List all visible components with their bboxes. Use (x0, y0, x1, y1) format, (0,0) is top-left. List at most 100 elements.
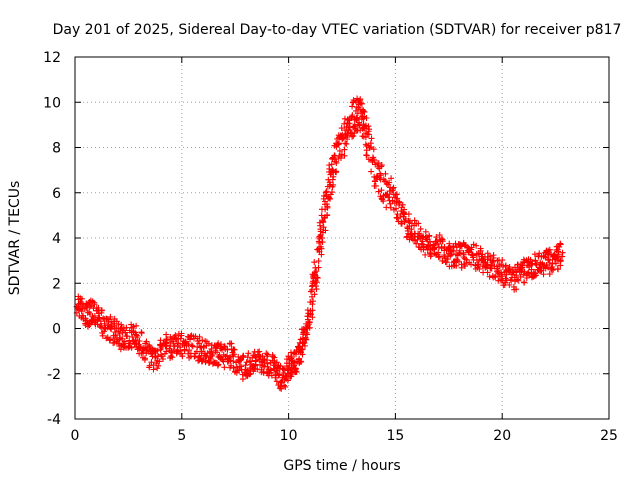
data-point (393, 214, 400, 221)
data-point (292, 366, 299, 373)
data-point (230, 352, 237, 359)
data-point (196, 340, 203, 347)
data-point (453, 262, 460, 269)
y-axis-label: SDTVAR / TECUs (7, 181, 23, 296)
data-point (221, 364, 228, 371)
data-point (338, 151, 345, 158)
data-point (490, 254, 497, 261)
data-point (303, 325, 310, 332)
data-point (404, 227, 411, 234)
data-point (108, 323, 115, 330)
data-point (378, 163, 385, 170)
data-point (514, 276, 521, 283)
data-point (82, 315, 89, 322)
data-point (154, 347, 161, 354)
data-point (107, 336, 114, 343)
data-point (196, 353, 203, 360)
y-tick-label: 2 (52, 276, 61, 292)
x-tick-label: 0 (71, 428, 80, 444)
data-point (254, 366, 261, 373)
data-point (422, 251, 429, 258)
data-point (133, 322, 140, 329)
data-point (242, 366, 249, 373)
x-tick-label: 25 (600, 428, 618, 444)
data-point (230, 358, 237, 365)
data-point (546, 259, 553, 266)
data-point (196, 333, 203, 340)
data-point (136, 337, 143, 344)
data-point (98, 322, 105, 329)
data-point (536, 250, 543, 257)
data-point (411, 217, 418, 224)
data-point (546, 246, 553, 253)
data-point (178, 350, 185, 357)
data-point (453, 244, 460, 251)
data-point (456, 250, 463, 257)
data-point (337, 155, 344, 162)
data-point (318, 251, 325, 258)
data-point (158, 353, 165, 360)
data-point (551, 251, 558, 258)
data-point (341, 152, 348, 159)
data-point (179, 353, 186, 360)
data-point (387, 204, 394, 211)
data-point (214, 349, 221, 356)
data-point (365, 156, 372, 163)
data-point (513, 286, 520, 293)
data-point (159, 355, 166, 362)
data-point (290, 362, 297, 369)
data-point (113, 324, 120, 331)
data-point (146, 364, 153, 371)
data-point (326, 194, 333, 201)
data-point (396, 199, 403, 206)
data-point (366, 126, 373, 133)
data-point (311, 269, 318, 276)
data-point (378, 187, 385, 194)
data-point (503, 271, 510, 278)
data-point (388, 175, 395, 182)
data-point (382, 170, 389, 177)
data-point (307, 310, 314, 317)
data-point (335, 141, 342, 148)
data-point (167, 353, 174, 360)
data-point (329, 176, 336, 183)
data-point (357, 100, 364, 107)
data-point (278, 385, 285, 392)
y-tick-label: 8 (52, 141, 61, 157)
data-point (554, 265, 561, 272)
data-point (444, 256, 451, 263)
data-point (320, 219, 327, 226)
data-point (181, 347, 188, 354)
data-point (128, 344, 135, 351)
data-point (405, 211, 412, 218)
data-point (239, 354, 246, 361)
data-point (370, 156, 377, 163)
data-point (157, 346, 164, 353)
data-point (150, 366, 157, 373)
data-point (246, 371, 253, 378)
data-point (332, 158, 339, 165)
y-tick-label: 6 (52, 186, 61, 202)
data-point (327, 195, 334, 202)
data-point (122, 329, 129, 336)
data-point (268, 372, 275, 379)
data-point (118, 321, 125, 328)
data-point (188, 342, 195, 349)
data-point (228, 340, 235, 347)
data-point (520, 271, 527, 278)
data-point (506, 264, 513, 271)
data-point (124, 333, 131, 340)
data-point (340, 134, 347, 141)
data-point (271, 357, 278, 364)
data-point (466, 259, 473, 266)
data-point (552, 260, 559, 267)
data-point (476, 265, 483, 272)
data-point (163, 331, 170, 338)
tick-labels: 0 5 10 15 20 25 -4 -2 0 2 4 6 8 10 12 (43, 50, 618, 444)
data-point (350, 132, 357, 139)
data-point (178, 332, 185, 339)
data-point (352, 116, 359, 123)
data-point (532, 272, 539, 279)
data-point (311, 291, 318, 298)
